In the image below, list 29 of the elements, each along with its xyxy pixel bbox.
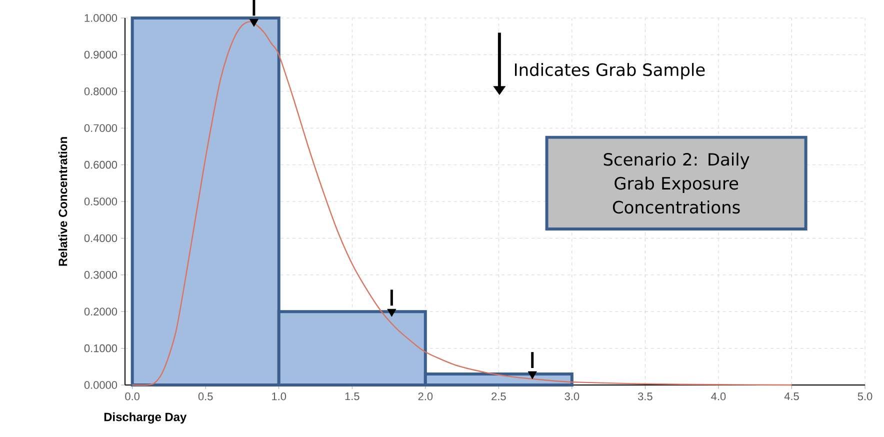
- y-tick-label: 0.8000: [84, 88, 118, 96]
- point: [249, 18, 258, 27]
- y-tick-label: 0.0000: [84, 381, 118, 389]
- x-axis-title: Discharge Day: [104, 412, 187, 424]
- x-tick-label: 4.5: [784, 392, 799, 400]
- y-axis-title: Relative Concentration: [58, 137, 68, 266]
- point: [528, 371, 537, 380]
- x-tick-label: 5.0: [858, 392, 872, 400]
- y-tick-label: 0.2000: [84, 308, 118, 316]
- point: [387, 308, 396, 317]
- y-tick-label: 0.5000: [84, 198, 118, 206]
- y-tick-label: 0.1000: [84, 344, 118, 352]
- x-tick-label: 2.5: [492, 392, 506, 400]
- x-tick-label: 4.0: [711, 392, 726, 400]
- x-tick-label: 3.0: [564, 392, 580, 400]
- x-tick-label: 0.5: [198, 392, 213, 400]
- annotation: Indicates Grab Sample: [514, 63, 705, 80]
- y-tick-label: 0.6000: [84, 160, 118, 169]
- y-tick-label: 0.3000: [84, 271, 118, 279]
- y-tick-label: 0.9000: [84, 50, 118, 59]
- annotation: Scenario 2: Daily Grab Exposure Concentrations: [604, 152, 750, 214]
- y-tick-label: 0.4000: [84, 234, 118, 242]
- x-tick-label: 2.0: [418, 392, 433, 400]
- y-tick-label: 1.0000: [84, 14, 118, 22]
- y-tick-label: 0.7000: [84, 124, 118, 132]
- x-tick-label: 1.5: [345, 392, 360, 400]
- x-tick-label: 1.0: [272, 392, 286, 400]
- x-tick-label: 0.0: [125, 392, 140, 400]
- x-tick-label: 3.5: [638, 392, 652, 400]
